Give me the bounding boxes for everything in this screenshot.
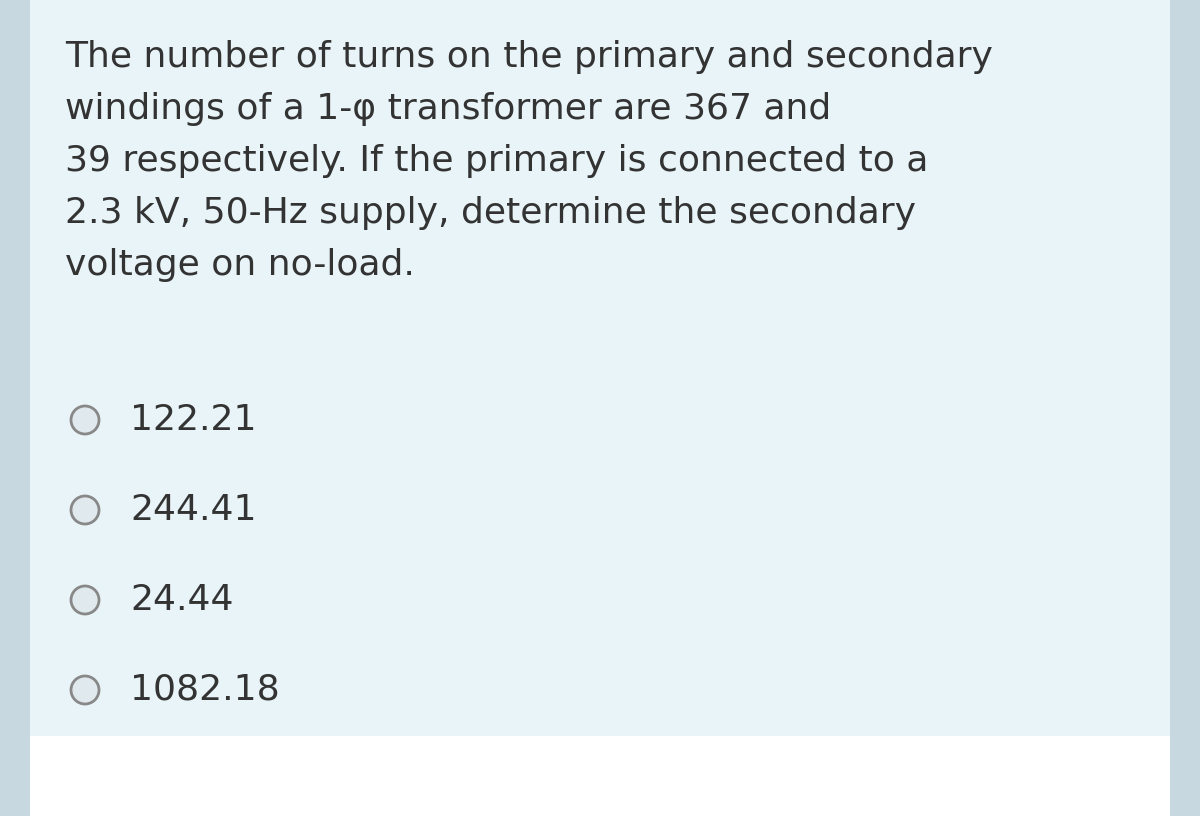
Text: 1082.18: 1082.18 xyxy=(130,673,280,707)
Text: 2.3 kV, 50-Hz supply, determine the secondary: 2.3 kV, 50-Hz supply, determine the seco… xyxy=(65,196,916,230)
Circle shape xyxy=(71,496,98,524)
Circle shape xyxy=(71,586,98,614)
Text: voltage on no-load.: voltage on no-load. xyxy=(65,248,415,282)
Circle shape xyxy=(71,406,98,434)
Text: 39 respectively. If the primary is connected to a: 39 respectively. If the primary is conne… xyxy=(65,144,929,178)
Text: windings of a 1-φ transformer are 367 and: windings of a 1-φ transformer are 367 an… xyxy=(65,92,832,126)
Text: The number of turns on the primary and secondary: The number of turns on the primary and s… xyxy=(65,40,992,74)
Circle shape xyxy=(71,676,98,704)
Text: 122.21: 122.21 xyxy=(130,403,257,437)
Text: 24.44: 24.44 xyxy=(130,583,234,617)
FancyBboxPatch shape xyxy=(30,736,1170,816)
Text: 244.41: 244.41 xyxy=(130,493,257,527)
FancyBboxPatch shape xyxy=(30,0,1170,736)
